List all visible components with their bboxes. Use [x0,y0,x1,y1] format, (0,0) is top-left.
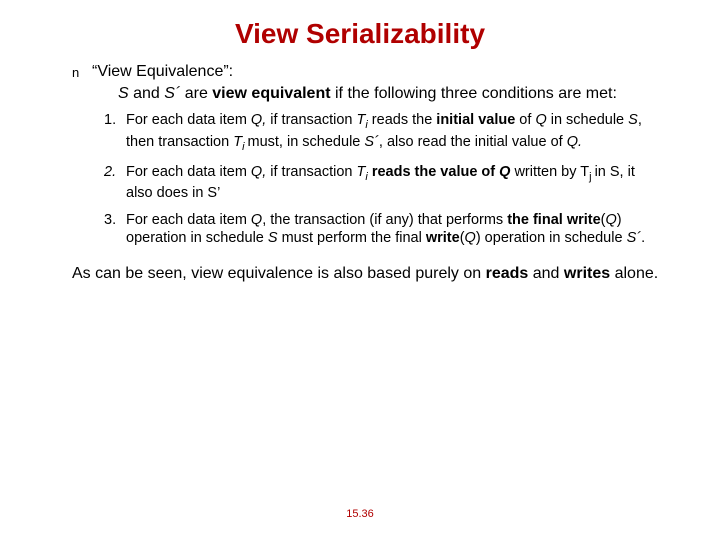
item-text: For each data item Q, the transaction (i… [126,211,662,248]
intro-S: S [118,85,129,102]
bullet-text: “View Equivalence”: [92,62,672,82]
t: Q [499,164,510,180]
intro-bold: view equivalent [212,85,330,102]
list-item: 3. For each data item Q, the transaction… [104,211,662,248]
t: of [515,112,535,128]
t: writes [564,265,610,282]
t: reads the [368,112,437,128]
bullet-item: n “View Equivalence”: [48,62,672,82]
t: reads [486,265,529,282]
t: . [641,230,645,246]
list-item: 2. For each data item Q, if transaction … [104,163,662,203]
t: S´ [364,134,379,150]
t: operation in schedule [481,230,627,246]
t: must perform the final [278,230,426,246]
t: For each data item [126,112,251,128]
t: the final write [507,212,600,228]
item-text: For each data item Q, if transaction Ti … [126,163,662,203]
item-number: 1. [104,111,126,130]
slide-footer: 15.36 [0,508,720,520]
item-text: For each data item Q, if transaction Ti … [126,111,662,155]
intro-post: if the following three conditions are me… [331,85,617,102]
t: For each data item [126,212,251,228]
slide-title: View Serializability [0,0,720,50]
item-number: 3. [104,211,126,230]
t: Q [606,212,617,228]
intro-line: S and S´ are view equivalent if the foll… [48,84,672,104]
t: For each data item [126,164,251,180]
intro-S2: S´ [164,85,180,102]
t: Q, [251,164,266,180]
t: must, in schedule [248,134,365,150]
intro-mid2: are [180,85,212,102]
t: reads the value of [372,164,499,180]
t: , the transaction (if any) that performs [262,212,507,228]
t: T [233,134,242,150]
list-item: 1. For each data item Q, if transaction … [104,111,662,155]
t: and [528,265,564,282]
closing-text: As can be seen, view equivalence is also… [48,262,672,287]
t: operation in schedule [126,230,268,246]
t: alone. [610,265,658,282]
t: initial value [436,112,515,128]
bullet-marker: n [72,62,92,82]
t: Q [535,112,546,128]
slide: View Serializability n “View Equivalence… [0,0,720,540]
slide-content: n “View Equivalence”: S and S´ are view … [0,50,720,287]
t: , also read the initial value of [379,134,567,150]
t: if transaction [266,112,356,128]
t: S´ [627,230,642,246]
item-number: 2. [104,163,126,182]
intro-mid1: and [129,85,165,102]
t: Q [251,212,262,228]
t: write [426,230,460,246]
t: Q. [567,134,582,150]
t: written by T [510,164,589,180]
numbered-list: 1. For each data item Q, if transaction … [48,111,672,248]
t: in schedule [547,112,628,128]
t: As can be seen, view equivalence is also… [72,265,486,282]
t: Q [465,230,476,246]
t: S [628,112,638,128]
t: if transaction [266,164,356,180]
t: Q, [251,112,266,128]
t: ) [617,212,622,228]
t: S [268,230,278,246]
